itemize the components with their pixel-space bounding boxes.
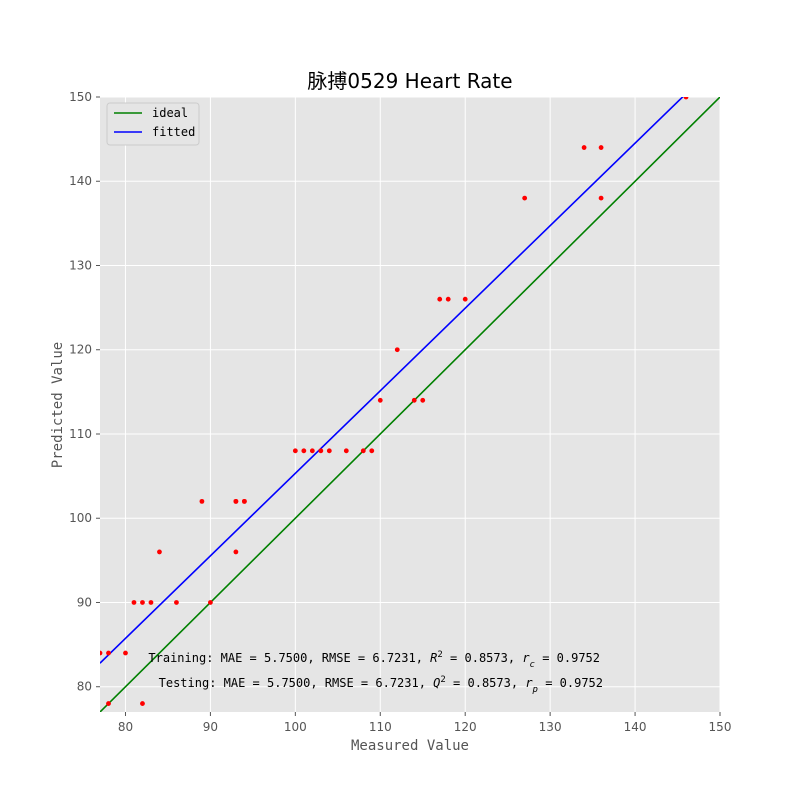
data-point (233, 549, 239, 555)
x-tick-label: 80 (118, 720, 133, 734)
data-point (326, 448, 332, 454)
data-point (292, 448, 298, 454)
data-point (420, 397, 426, 403)
data-point (522, 195, 528, 201)
series-lines (100, 97, 720, 712)
scatter-points (100, 97, 689, 706)
y-tick-label: 90 (77, 595, 92, 609)
y-tick-label: 140 (69, 174, 92, 188)
data-point (369, 448, 375, 454)
data-point (123, 650, 128, 656)
data-point (100, 650, 103, 656)
x-axis-label: Measured Value (351, 738, 469, 754)
y-tick-label: 130 (69, 258, 92, 272)
data-point (377, 397, 383, 403)
data-point (140, 600, 145, 605)
data-point (208, 600, 213, 605)
data-point (343, 448, 349, 454)
legend-ideal-label: ideal (152, 106, 188, 120)
data-point (309, 448, 315, 454)
x-tick-label: 120 (454, 720, 477, 734)
data-point (462, 296, 468, 302)
testing-metrics: Testing: MAE = 5.7500, RMSE = 6.7231, Q2… (159, 675, 603, 695)
grid (100, 96, 721, 712)
data-point (140, 701, 145, 706)
data-point (174, 600, 179, 605)
series-line-ideal (100, 97, 720, 712)
data-point (394, 347, 400, 353)
x-tick-label: 150 (709, 720, 732, 734)
x-tick-label: 90 (203, 720, 218, 734)
x-tick-label: 140 (624, 720, 647, 734)
series-line-fitted (100, 97, 684, 664)
legend-fitted-label: fitted (152, 125, 195, 139)
axis-ticks: 80 90 100 110 120 130 140 150 80 90 100 110 120 130 14… (69, 90, 731, 734)
legend: ideal fitted (106, 102, 200, 146)
data-point (437, 296, 443, 302)
data-point (106, 650, 111, 656)
data-point (598, 145, 604, 150)
y-tick-label: 150 (69, 90, 92, 104)
data-point (301, 448, 307, 454)
x-tick-label: 130 (539, 720, 562, 734)
data-point (445, 296, 451, 302)
x-tick-label: 100 (284, 720, 307, 734)
y-tick-label: 120 (69, 343, 92, 357)
y-axis-label: Predicted Value (50, 342, 66, 468)
data-point (106, 701, 111, 706)
data-point (598, 195, 604, 201)
data-point (233, 498, 239, 504)
y-tick-label: 80 (77, 680, 92, 694)
chart-title: 脉搏0529 Heart Rate (307, 69, 512, 93)
data-point (581, 145, 587, 150)
x-tick-label: 110 (369, 720, 392, 734)
data-point (683, 97, 689, 100)
y-tick-label: 100 (69, 511, 92, 525)
data-point (360, 448, 366, 454)
y-tick-label: 110 (69, 427, 92, 441)
data-point (157, 549, 162, 555)
data-point (411, 397, 417, 403)
data-point (131, 600, 137, 605)
data-point (199, 498, 205, 504)
data-point (241, 498, 247, 504)
data-point (318, 448, 324, 454)
training-metrics: Training: MAE = 5.7500, RMSE = 6.7231, R… (148, 650, 600, 670)
data-point (148, 600, 154, 605)
